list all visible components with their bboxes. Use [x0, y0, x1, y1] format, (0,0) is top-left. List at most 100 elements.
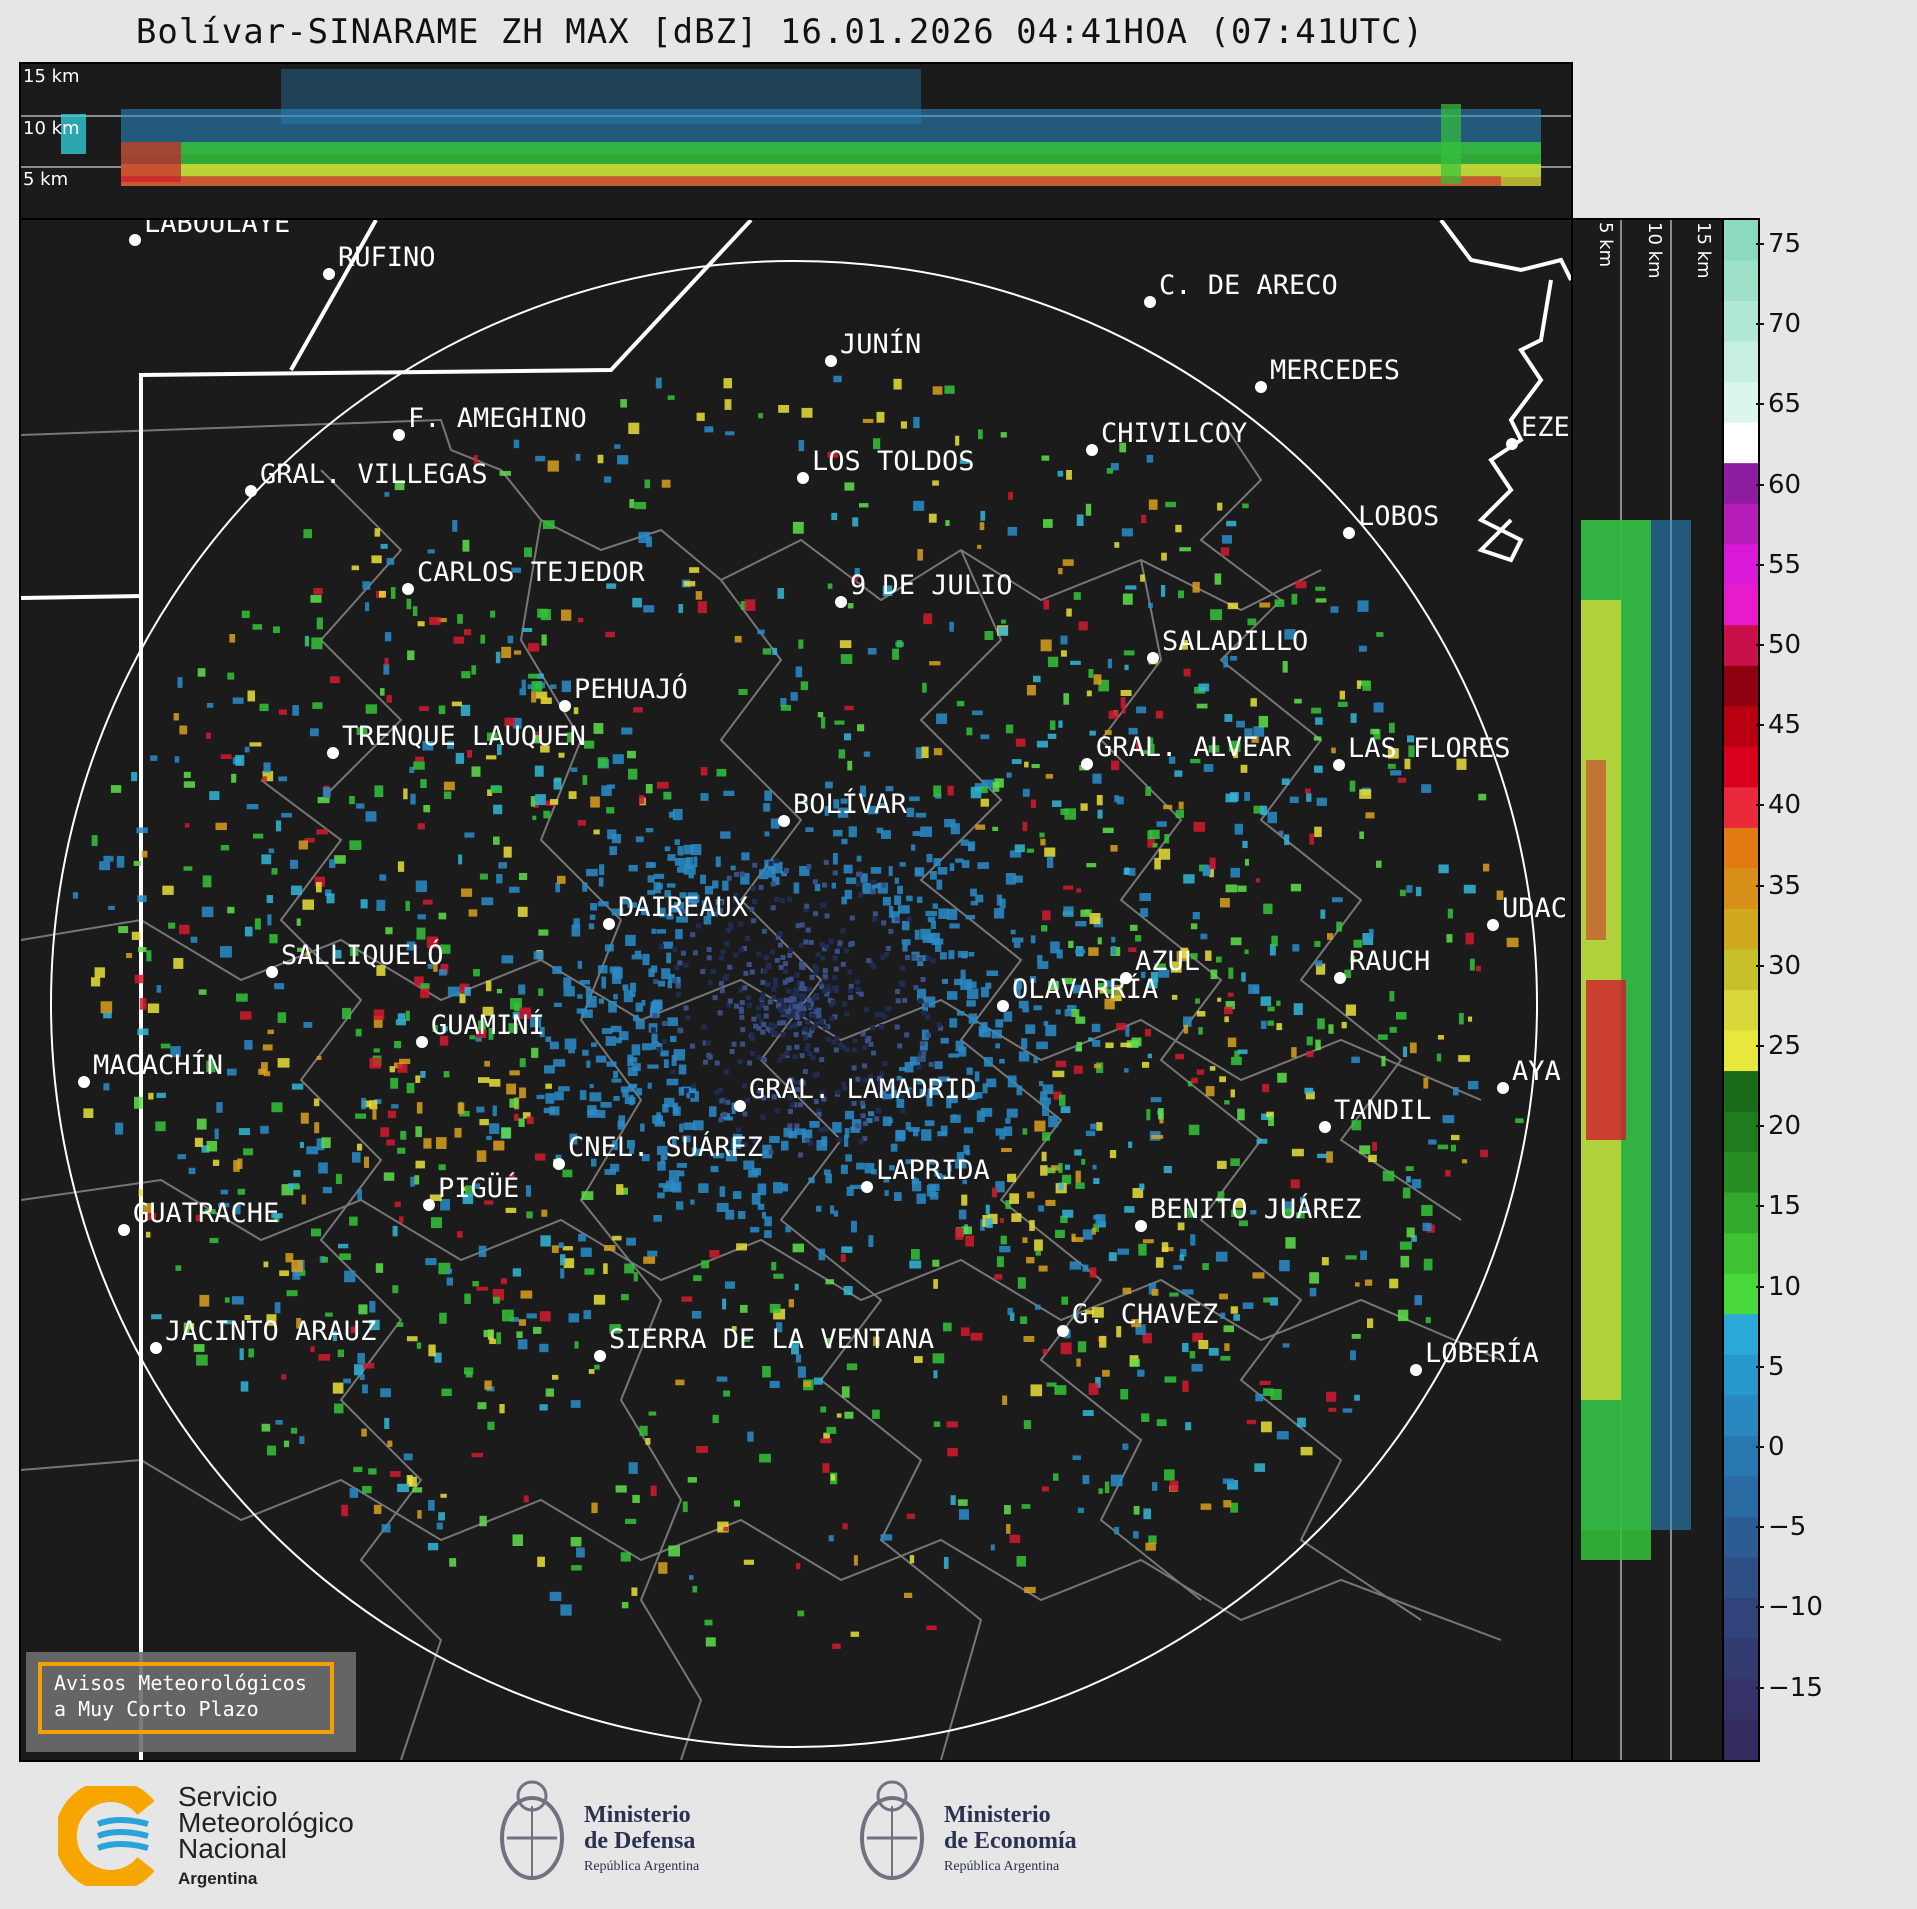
city-label: JUNÍN [840, 328, 921, 360]
colorbar-tick-label: 20 [1768, 1111, 1802, 1142]
city-marker: GRAL. ALVEAR [1081, 732, 1292, 770]
colorbar-tick-mark [1756, 1446, 1764, 1448]
city-dot [1506, 438, 1518, 450]
top-cross-section-panel: 15 km 10 km 5 km [19, 62, 1573, 221]
right-height-label-5km: 5 km [1595, 222, 1616, 268]
radar-map: LABOULAYE RUFINO C. DE ARECO JUNÍN MERCEDES F… [21, 220, 1571, 1760]
city-label: LOBOS [1358, 501, 1439, 532]
reflectivity-echoes [72, 375, 1524, 1649]
city-marker: MACACHÍN [78, 1049, 223, 1088]
city-label: JACINTO ARAUZ [165, 1316, 376, 1347]
city-marker: CHIVILCOY [1086, 418, 1247, 456]
top-height-label-10km: 10 km [23, 118, 80, 139]
defensa-line1: Ministerio [584, 1802, 691, 1828]
city-dot [1120, 972, 1132, 984]
city-dot [1334, 972, 1346, 984]
chart-title: Bolívar-SINARAME ZH MAX [dBZ] 16.01.2026… [135, 12, 1425, 52]
city-label: LABOULAYE [144, 220, 290, 239]
warning-box-line1: Avisos Meteorológicos [54, 1671, 307, 1695]
right-height-label-15km: 15 km [1693, 222, 1714, 279]
city-marker: PIGÜÉ [423, 1172, 519, 1211]
city-marker: AZUL [1120, 946, 1200, 984]
city-label: TANDIL [1334, 1095, 1432, 1126]
city-dot [734, 1100, 746, 1112]
city-dot [402, 583, 414, 595]
city-marker: TRENQUE LAUQUEN [327, 721, 586, 759]
warning-box-line2: a Muy Corto Plazo [54, 1697, 259, 1721]
city-marker: LAPRIDA [861, 1155, 990, 1193]
city-label: LOS TOLDOS [812, 446, 975, 477]
right-cross-section-panel: 5 km 10 km 15 km [1569, 218, 1726, 1762]
city-dot [1057, 1325, 1069, 1337]
city-label: RUFINO [338, 242, 436, 273]
city-dot [416, 1036, 428, 1048]
colorbar-tick-mark [1756, 964, 1764, 967]
city-label: CARLOS TEJEDOR [417, 557, 645, 588]
colorbar-tick-label: 75 [1768, 229, 1802, 259]
city-marker: LOBOS [1343, 501, 1439, 539]
city-label: SALLIQUELÓ [281, 939, 444, 971]
warning-box[interactable]: Avisos Meteorológicos a Muy Corto Plazo [26, 1652, 356, 1752]
city-label: BENITO JUÁREZ [1150, 1193, 1361, 1225]
city-dot [559, 700, 571, 712]
city-label: SIERRA DE LA VENTANA [609, 1324, 934, 1355]
city-label: UDAC [1502, 893, 1567, 924]
city-dot [1410, 1364, 1422, 1376]
city-marker: CARLOS TEJEDOR [402, 557, 645, 595]
colorbar-tick-mark [1756, 1365, 1764, 1368]
city-label: GRAL. ALVEAR [1096, 732, 1292, 763]
colorbar-tick-label: 10 [1768, 1271, 1802, 1302]
city-dot [266, 966, 278, 978]
city-dot [78, 1076, 90, 1088]
colorbar-tick-mark [1756, 1125, 1764, 1128]
city-marker: G. CHAVEZ [1057, 1299, 1218, 1337]
colorbar-tick-label: 40 [1768, 790, 1802, 821]
city-dot [594, 1350, 606, 1362]
city-dot [323, 268, 335, 280]
right-height-label-10km: 10 km [1644, 222, 1665, 279]
city-label: G. CHAVEZ [1072, 1299, 1218, 1330]
colorbar-tick-mark [1756, 884, 1764, 887]
city-dot [603, 918, 615, 930]
colorbar-tick-mark [1756, 1526, 1764, 1529]
colorbar-tick-mark [1756, 1045, 1764, 1047]
colorbar-tick-mark [1756, 1205, 1764, 1208]
colorbar-tick-label: 35 [1768, 870, 1802, 901]
city-label: F. AMEGHINO [408, 403, 587, 434]
city-label: GUATRACHE [133, 1198, 279, 1229]
city-dot [797, 472, 809, 484]
city-dot [1144, 296, 1156, 308]
city-marker: GRAL. LAMADRID [734, 1074, 977, 1112]
colorbar-tick-label: 15 [1768, 1191, 1802, 1222]
colorbar-tick-mark [1756, 1285, 1764, 1288]
city-marker: GRAL. VILLEGAS [245, 459, 488, 497]
city-dot [1333, 759, 1345, 771]
colorbar-tick-label: 25 [1768, 1031, 1802, 1061]
city-label: BOLÍVAR [793, 788, 908, 820]
colorbar-tick-mark [1756, 243, 1764, 245]
colorbar-tick-mark [1756, 403, 1764, 406]
city-marker: SALADILLO [1147, 626, 1308, 664]
city-dot [1487, 919, 1499, 931]
colorbar-tick-mark [1756, 804, 1764, 807]
city-marker: JACINTO ARAUZ [150, 1316, 376, 1354]
colorbar-tick-label: −5 [1768, 1512, 1807, 1543]
colorbar-tick-label: 30 [1768, 950, 1802, 981]
city-label: AZUL [1135, 946, 1200, 977]
city-marker: MERCEDES [1255, 355, 1400, 393]
colorbar-tick-label: 0 [1768, 1432, 1785, 1462]
city-dot [835, 596, 847, 608]
colorbar-tick-mark [1756, 483, 1764, 486]
city-label: GRAL. LAMADRID [749, 1074, 977, 1105]
city-marker: SIERRA DE LA VENTANA [594, 1324, 934, 1362]
city-label: OLAVARRÍA [1012, 973, 1158, 1005]
city-dot [553, 1158, 565, 1170]
radar-map-panel: LABOULAYE RUFINO C. DE ARECO JUNÍN MERCEDES F… [19, 218, 1573, 1762]
smn-line1: Servicio [178, 1781, 278, 1812]
city-dot [150, 1342, 162, 1354]
top-height-label-5km: 5 km [23, 169, 69, 190]
city-dot [1135, 1220, 1147, 1232]
city-dot [1086, 444, 1098, 456]
city-label: AYA [1512, 1056, 1561, 1087]
city-label: MACACHÍN [93, 1049, 223, 1081]
